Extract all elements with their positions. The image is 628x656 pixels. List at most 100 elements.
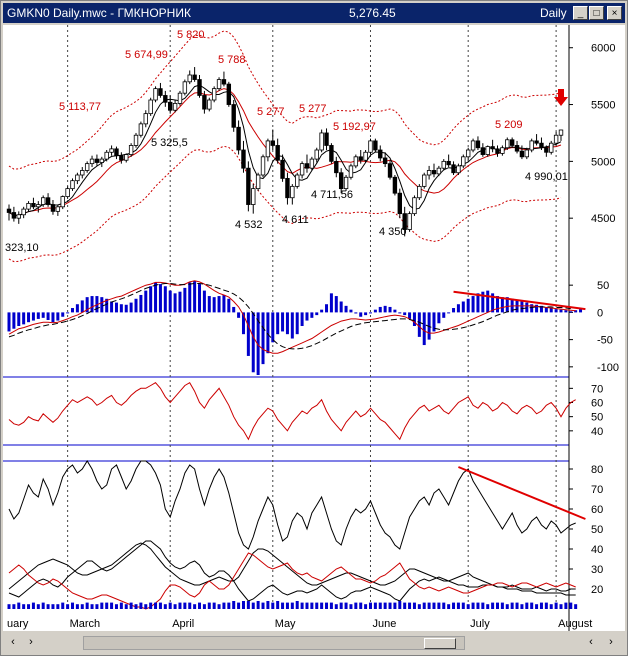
y-tick-label: 4500 [591, 213, 615, 225]
macd-histogram-bar [290, 312, 294, 339]
maximize-button[interactable]: □ [589, 6, 604, 20]
macd-histogram-bar [158, 284, 162, 313]
volume-bar [510, 602, 514, 609]
volume-bar [100, 602, 104, 609]
volume-bar [398, 601, 402, 609]
macd-histogram-bar [505, 297, 509, 313]
volume-bar [241, 601, 245, 609]
candle-body [348, 165, 354, 178]
y-tick-label: 30 [591, 564, 603, 576]
scroll-prev-button[interactable]: ‹ [589, 636, 593, 648]
macd-histogram-bar [486, 290, 490, 313]
volume-bar [212, 602, 216, 609]
volume-bar [71, 602, 75, 609]
fast-moving-average-line [8, 84, 562, 216]
macd-histogram-bar [388, 306, 392, 313]
macd-histogram-bar [481, 291, 485, 313]
price-annotation: 5 325,5 [151, 137, 188, 149]
volume-bar [207, 602, 211, 609]
volume-bar [515, 602, 519, 609]
candle-body [89, 158, 95, 165]
candle-body [50, 204, 56, 212]
price-annotation: 4 350 [379, 226, 407, 238]
volume-bar [378, 602, 382, 609]
y-tick-label: 0 [597, 307, 603, 319]
horizontal-scrollbar[interactable] [83, 636, 465, 650]
minimize-button[interactable]: _ [573, 6, 588, 20]
volume-bar [339, 602, 343, 609]
volume-bar [329, 602, 333, 609]
upper-envelope-line [8, 30, 562, 170]
macd-histogram-bar [266, 312, 270, 354]
scroll-thumb[interactable] [424, 638, 456, 649]
macd-histogram-bar [525, 302, 529, 313]
candle-body [539, 142, 544, 149]
macd-histogram-bar [46, 312, 50, 321]
volume-bar [461, 602, 465, 609]
volume-bar [574, 604, 578, 609]
candle-body [558, 129, 564, 136]
close-button[interactable]: × [607, 6, 622, 20]
candle-body [60, 196, 65, 208]
volume-bar [66, 604, 70, 609]
volume-bar [486, 604, 490, 609]
volume-bar [261, 602, 265, 609]
candle-body [358, 156, 363, 161]
candle-body [280, 159, 285, 179]
macd-histogram-bar [114, 302, 118, 313]
volume-bar [266, 601, 270, 609]
macd-histogram-bar [75, 304, 79, 313]
volume-bar [305, 602, 309, 609]
macd-histogram-bar [31, 312, 35, 321]
volume-bar [144, 604, 148, 609]
volume-bar [354, 602, 358, 609]
macd-histogram-bar [305, 312, 309, 321]
volume-bar [520, 604, 524, 609]
volume-bar [300, 602, 304, 609]
candle-body [21, 208, 26, 216]
price-annotation: 4 611 [282, 214, 309, 226]
candle-body [40, 197, 46, 205]
candle-body [304, 163, 310, 169]
candle-body [138, 123, 144, 136]
volume-bar [251, 602, 255, 609]
y-tick-label: 60 [591, 504, 603, 516]
price-annotation: 5 113,77 [59, 101, 101, 113]
volume-bar [320, 602, 324, 609]
moving-average-line [8, 88, 562, 216]
title-bar[interactable]: GMKN0 Daily.mwc - ГМКНОРНИК 5,276.45 Dai… [3, 3, 625, 23]
volume-bar [12, 604, 16, 609]
macd-histogram-bar [530, 304, 534, 313]
volume-bar [134, 604, 138, 609]
chart-background [3, 25, 625, 631]
candle-body [182, 81, 188, 94]
volume-bar [198, 602, 202, 609]
macd-histogram-bar [325, 304, 329, 313]
macd-histogram-bar [193, 280, 197, 313]
macd-histogram-bar [95, 296, 99, 313]
macd-histogram-bar [237, 312, 241, 318]
macd-histogram-bar [456, 304, 460, 313]
candle-body [456, 165, 461, 174]
volume-bar [178, 602, 182, 609]
candle-body [387, 163, 393, 178]
candle-body [441, 160, 446, 169]
candle-body [470, 140, 476, 151]
volume-bar [173, 604, 177, 609]
macd-histogram-bar [329, 293, 333, 313]
volume-bar [412, 602, 416, 609]
macd-histogram-bar [466, 298, 470, 313]
volume-bar [56, 604, 60, 609]
candle-body [192, 74, 197, 80]
candle-body [324, 132, 329, 146]
chart-canvas[interactable]: uary March April May June July August 4500 5000 5… [3, 25, 625, 631]
scroll-left-button[interactable]: ‹ [11, 636, 15, 648]
candle-body [534, 140, 539, 144]
scroll-next-button[interactable]: › [609, 636, 613, 648]
y-tick-label: 50 [597, 280, 609, 292]
scroll-right-button[interactable]: › [29, 636, 33, 648]
candle-body [133, 134, 139, 146]
macd-histogram-bar [129, 302, 133, 313]
candle-body [544, 147, 549, 153]
macd-histogram-bar [232, 306, 236, 313]
